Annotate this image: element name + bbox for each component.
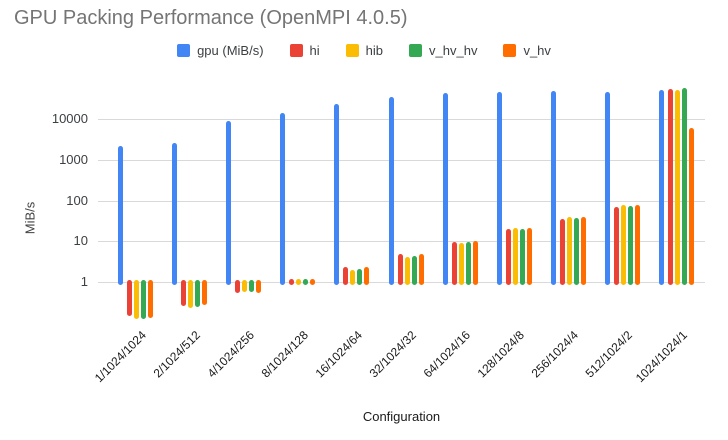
legend-label: hib: [365, 43, 384, 58]
bar-v-hv[interactable]: [472, 241, 478, 285]
bar-gpu-mib-s[interactable]: [604, 92, 610, 285]
bar-hib[interactable]: [512, 228, 518, 285]
chart-title: GPU Packing Performance (OpenMPI 4.0.5): [14, 7, 408, 29]
bar-v-hv-hv[interactable]: [141, 279, 146, 320]
bar-hib[interactable]: [134, 279, 139, 320]
bar-v-hv[interactable]: [256, 279, 262, 294]
y-axis-tick-label: 1000: [59, 151, 88, 167]
y-axis-tick-label: 10: [73, 233, 88, 249]
legend-label: gpu (MiB/s): [197, 43, 264, 58]
bar-gpu-mib-s[interactable]: [334, 103, 340, 285]
bar-hib[interactable]: [350, 269, 356, 285]
gridline: [98, 119, 705, 121]
bar-gpu-mib-s[interactable]: [496, 92, 502, 285]
bar-hi[interactable]: [235, 279, 241, 294]
legend-item: hi: [289, 43, 320, 58]
legend-label: hi: [309, 43, 320, 58]
y-axis-tick-label: 1: [80, 273, 88, 289]
bar-v-hv-hv[interactable]: [682, 88, 687, 285]
bar-hi[interactable]: [343, 267, 349, 285]
bar-v-hv-hv[interactable]: [519, 228, 525, 285]
bar-v-hv[interactable]: [148, 279, 153, 319]
bar-gpu-mib-s[interactable]: [659, 90, 664, 285]
bar-v-hv-hv[interactable]: [249, 279, 255, 293]
bar-hi[interactable]: [559, 218, 565, 285]
bar-hib[interactable]: [242, 279, 248, 293]
bar-v-hv[interactable]: [310, 278, 316, 285]
bar-hib[interactable]: [566, 217, 572, 285]
bar-hi[interactable]: [505, 228, 511, 285]
bar-v-hv[interactable]: [364, 267, 370, 285]
bar-v-hv-hv[interactable]: [465, 241, 471, 285]
bar-v-hv-hv[interactable]: [195, 279, 201, 308]
bar-v-hv[interactable]: [580, 216, 586, 285]
bar-hib[interactable]: [675, 90, 680, 285]
bar-v-hv-hv[interactable]: [627, 205, 633, 285]
bar-v-hv[interactable]: [689, 127, 694, 285]
legend-swatch-icon: [503, 44, 517, 57]
gridline: [98, 159, 705, 161]
bar-hi[interactable]: [451, 241, 457, 285]
bar-hi[interactable]: [127, 279, 132, 316]
bar-gpu-mib-s[interactable]: [388, 97, 394, 285]
bar-gpu-mib-s[interactable]: [226, 121, 232, 285]
bar-hib[interactable]: [458, 242, 464, 285]
bar-hib[interactable]: [296, 278, 302, 285]
legend-item: gpu (MiB/s): [177, 43, 264, 58]
bar-v-hv-hv[interactable]: [357, 268, 363, 285]
legend-label: v_hv_hv: [429, 43, 478, 58]
bar-gpu-mib-s[interactable]: [280, 113, 286, 285]
bar-v-hv-hv[interactable]: [411, 256, 417, 285]
x-axis-title: Configuration: [362, 409, 441, 424]
bar-gpu-mib-s[interactable]: [550, 91, 556, 285]
bar-v-hv[interactable]: [202, 279, 208, 305]
bar-gpu-mib-s[interactable]: [172, 143, 178, 285]
gridline: [98, 200, 705, 202]
legend-item: v_hv_hv: [409, 43, 477, 58]
bar-v-hv-hv[interactable]: [303, 278, 309, 285]
legend-label: v_hv: [523, 43, 551, 58]
bar-hi[interactable]: [397, 254, 403, 285]
bar-hib[interactable]: [188, 279, 194, 308]
bar-hib[interactable]: [404, 256, 410, 285]
bar-hi[interactable]: [181, 279, 187, 307]
legend-swatch-icon: [345, 44, 359, 57]
legend-swatch-icon: [177, 44, 191, 57]
legend-item: v_hv: [503, 43, 551, 58]
y-axis-tick-label: 10000: [51, 111, 88, 127]
bar-hib[interactable]: [620, 204, 626, 285]
legend-item: hib: [345, 43, 384, 58]
bar-v-hv[interactable]: [418, 254, 424, 285]
bar-v-hv[interactable]: [634, 204, 640, 285]
bar-hi[interactable]: [289, 278, 295, 285]
bar-hi[interactable]: [668, 88, 673, 285]
bar-hi[interactable]: [613, 207, 619, 285]
bar-v-hv[interactable]: [526, 228, 532, 285]
bar-gpu-mib-s[interactable]: [118, 146, 123, 285]
y-axis-tick-label: 100: [66, 192, 88, 208]
bar-v-hv-hv[interactable]: [573, 217, 579, 285]
gridline: [98, 241, 705, 243]
legend-swatch-icon: [289, 44, 303, 57]
legend: gpu (MiB/s) hi hib v_hv_hv v_hv: [0, 43, 728, 58]
legend-swatch-icon: [409, 44, 423, 57]
bar-gpu-mib-s[interactable]: [442, 93, 448, 285]
